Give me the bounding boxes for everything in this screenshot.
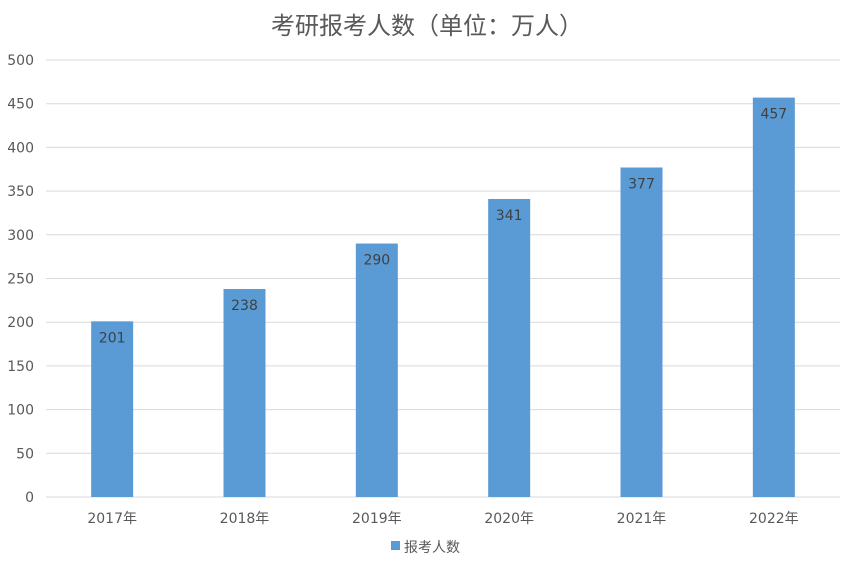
x-tick-label: 2018年 xyxy=(220,511,270,527)
bar xyxy=(620,167,663,497)
bar xyxy=(488,198,531,497)
y-tick-label: 0 xyxy=(25,490,34,506)
x-tick-label: 2019年 xyxy=(352,511,402,527)
bar xyxy=(223,288,266,497)
x-tick-label: 2022年 xyxy=(749,511,799,527)
y-tick-label: 250 xyxy=(7,272,34,288)
bar xyxy=(355,243,398,497)
y-tick-label: 300 xyxy=(7,228,34,244)
legend: 报考人数 xyxy=(391,540,460,556)
x-tick-label: 2017年 xyxy=(87,511,137,527)
bars: 201 238 290 341 377 457 xyxy=(91,97,795,497)
y-tick-label: 50 xyxy=(16,446,34,462)
bar xyxy=(752,97,795,497)
legend-swatch-icon xyxy=(391,541,400,550)
x-tick-label: 2021年 xyxy=(617,511,667,527)
x-tick-label: 2020年 xyxy=(484,511,534,527)
data-label: 238 xyxy=(231,298,258,314)
data-label: 201 xyxy=(99,330,126,346)
data-label: 341 xyxy=(496,208,523,224)
y-axis: 0 50 100 150 200 250 300 350 400 450 500 xyxy=(7,53,34,506)
x-axis: 2017年 2018年 2019年 2020年 2021年 2022年 xyxy=(87,511,798,527)
bar xyxy=(91,321,134,497)
y-tick-label: 450 xyxy=(7,97,34,113)
grid-lines xyxy=(46,59,840,498)
data-label: 457 xyxy=(760,107,787,123)
data-label: 377 xyxy=(628,177,655,193)
y-tick-label: 200 xyxy=(7,315,34,331)
y-tick-label: 350 xyxy=(7,184,34,200)
y-tick-label: 400 xyxy=(7,140,34,156)
y-tick-label: 150 xyxy=(7,359,34,375)
y-tick-label: 100 xyxy=(7,403,34,419)
y-tick-label: 500 xyxy=(7,53,34,69)
chart-title: 考研报考人数（单位：万人） xyxy=(271,12,583,40)
data-label: 290 xyxy=(363,253,390,269)
legend-label: 报考人数 xyxy=(404,540,460,556)
